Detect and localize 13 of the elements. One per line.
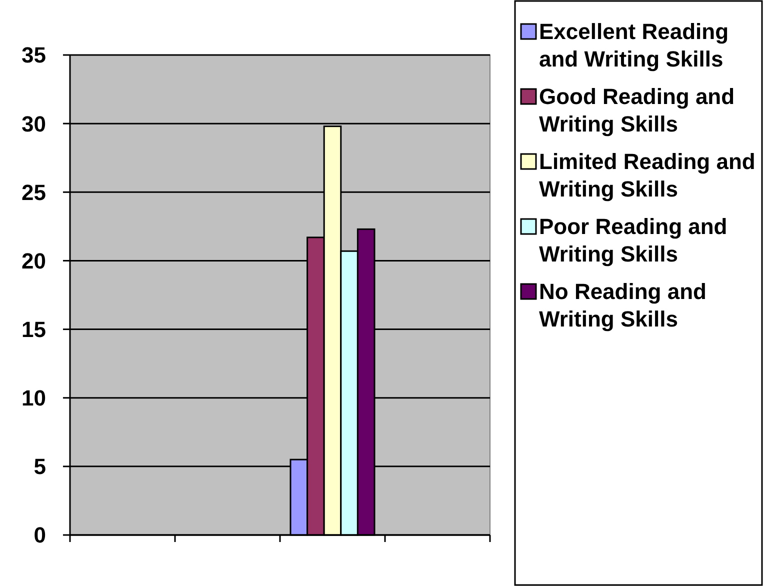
legend-label: Limited Reading and Writing Skills	[539, 149, 756, 202]
legend-label: Poor Reading and Writing Skills	[539, 214, 728, 266]
y-tick-label: 35	[22, 42, 46, 68]
y-tick-label: 0	[34, 522, 46, 548]
y-tick-label: 20	[22, 248, 46, 274]
y-tick-label: 10	[22, 386, 46, 411]
legend-label: Excellent Reading and Writing Skills	[539, 19, 729, 72]
y-tick-label: 30	[22, 111, 46, 136]
legend-label: Good Reading and Writing Skills	[539, 84, 735, 136]
y-tick-label: 5	[34, 454, 46, 480]
y-tick-label: 25	[22, 180, 46, 205]
y-tick-label: 15	[22, 316, 46, 342]
legend-label: No Reading and Writing Skills	[539, 279, 706, 332]
